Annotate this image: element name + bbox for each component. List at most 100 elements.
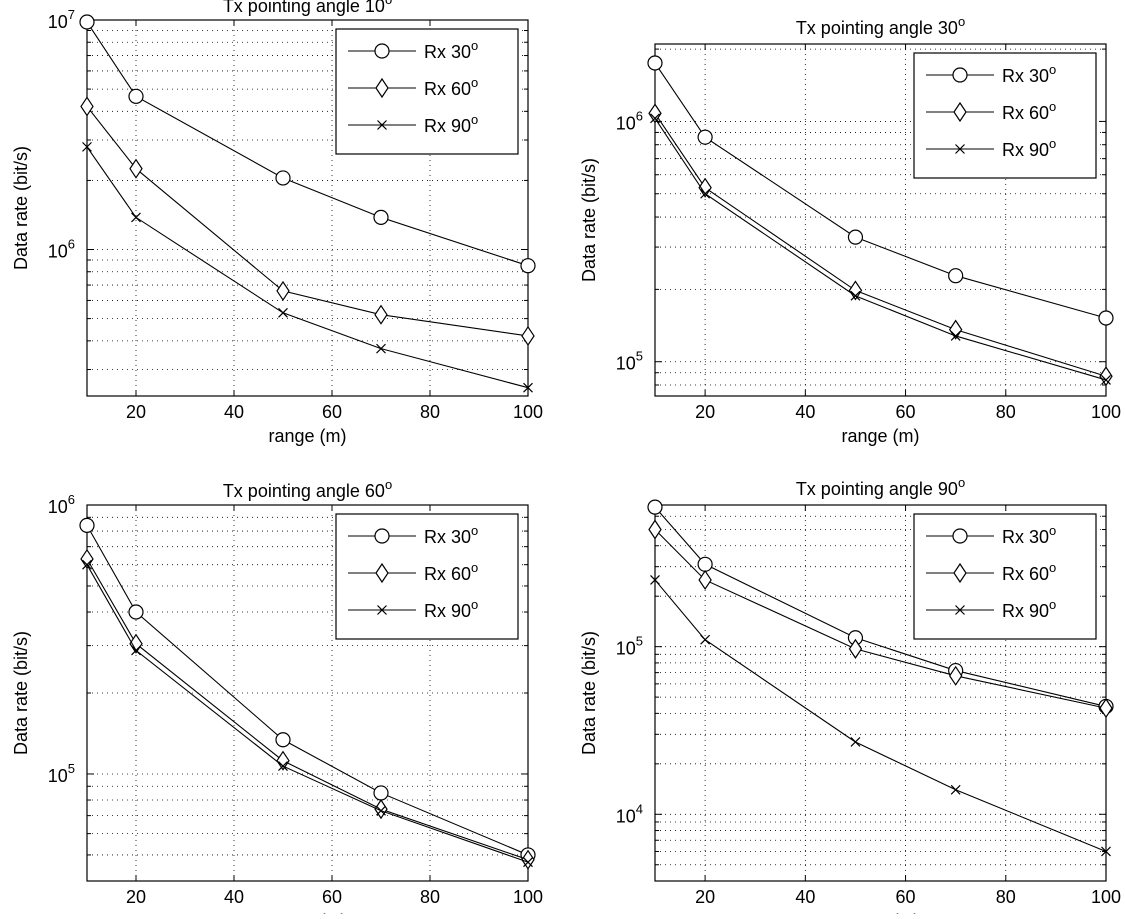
data-point <box>278 307 288 318</box>
x-tick-label: 20 <box>695 887 715 907</box>
data-point <box>650 113 660 124</box>
data-point <box>275 732 291 748</box>
legend-label: Rx 60o <box>424 560 478 584</box>
legend-label: Rx 60o <box>424 75 478 99</box>
data-point <box>79 517 95 533</box>
data-point <box>847 229 864 245</box>
series-circle <box>647 55 1114 326</box>
y-axis-label: Data rate (bit/s) <box>579 631 599 755</box>
legend-label: Rx 60o <box>1002 99 1056 123</box>
plot-frame <box>654 43 1107 397</box>
data-point <box>375 77 389 99</box>
data-point <box>373 785 389 801</box>
series-diamond <box>648 519 1113 719</box>
chart-1: 20 40 60 80 100 106 107 Tx pointing angle 10o ra… <box>11 0 543 446</box>
data-point <box>700 188 711 199</box>
chart-2: 20 40 60 80 100 105 106 Tx pointing angle 30o ra… <box>579 14 1121 446</box>
data-point <box>375 562 389 584</box>
data-point <box>700 634 711 645</box>
grid <box>87 505 529 881</box>
x-tick-label: 100 <box>513 402 543 422</box>
x-tick-label: 60 <box>322 402 342 422</box>
legend: Rx 30o Rx 60o Rx 90o <box>913 513 1097 640</box>
data-point <box>647 499 663 515</box>
legend-item: Rx 60o <box>926 99 1056 123</box>
plot-frame <box>654 504 1107 882</box>
data-point <box>128 88 144 104</box>
data-point <box>374 43 390 59</box>
data-point <box>953 562 967 584</box>
data-point <box>79 14 95 30</box>
data-point <box>82 141 92 152</box>
x-tick-label: 100 <box>1091 887 1121 907</box>
y-tick-label: 105 <box>616 349 643 374</box>
x-tick-label: 80 <box>996 887 1016 907</box>
data-point <box>953 101 967 123</box>
legend: Rx 30o Rx 60o Rx 90o <box>335 28 519 155</box>
data-point <box>80 548 94 570</box>
grid <box>87 20 529 396</box>
data-point <box>650 575 660 585</box>
x-tick-label: 20 <box>126 402 146 422</box>
series-x <box>82 141 533 393</box>
series-diamond <box>648 103 1113 387</box>
data-point <box>128 604 144 620</box>
x-tick-label: 100 <box>513 887 543 907</box>
chart-title: Tx pointing angle 10o <box>223 0 392 16</box>
y-tick-label: 105 <box>48 761 75 786</box>
x-axis-label: range (m) <box>268 426 346 446</box>
legend-label: Rx 30o <box>424 38 478 62</box>
legend-item: Rx 30o <box>348 523 478 547</box>
data-point <box>955 144 965 154</box>
legend-item: Rx 90o <box>926 597 1056 621</box>
x-tick-label: 80 <box>420 887 440 907</box>
plot-frame <box>86 504 529 882</box>
x-tick-label: 20 <box>695 402 715 422</box>
x-tick-label: 80 <box>420 402 440 422</box>
series-diamond <box>80 96 535 347</box>
data-point <box>648 103 662 124</box>
legend-item: Rx 90o <box>348 597 478 621</box>
data-point <box>647 55 663 71</box>
data-point <box>948 319 963 340</box>
data-point <box>848 638 863 659</box>
data-point <box>80 96 94 117</box>
data-point <box>952 67 968 83</box>
legend-label: Rx 90o <box>424 597 478 621</box>
ticks <box>655 505 1107 881</box>
legend-label: Rx 30o <box>1002 62 1056 86</box>
x-tick-label: 40 <box>795 887 815 907</box>
data-point <box>950 331 961 341</box>
data-point <box>131 645 141 656</box>
y-axis-label: Data rate (bit/s) <box>11 146 31 270</box>
y-tick-label: 106 <box>48 237 75 262</box>
legend-item: Rx 90o <box>926 136 1056 160</box>
data-point <box>952 528 968 544</box>
x-tick-label: 60 <box>896 402 916 422</box>
chart-title: Tx pointing angle 90o <box>796 475 965 499</box>
data-point <box>955 605 965 615</box>
data-point <box>950 784 961 795</box>
data-point <box>82 559 92 570</box>
legend-item: Rx 30o <box>926 523 1056 547</box>
data-point <box>948 268 964 284</box>
data-point <box>1099 366 1113 387</box>
data-point <box>373 209 389 226</box>
x-tick-label: 40 <box>795 402 815 422</box>
legend-label: Rx 90o <box>1002 136 1056 160</box>
legend: Rx 30o Rx 60o Rx 90o <box>335 513 519 640</box>
series-x <box>82 559 533 868</box>
legend-label: Rx 60o <box>1002 560 1056 584</box>
data-point <box>523 857 533 868</box>
y-tick-label: 107 <box>48 7 75 32</box>
data-point <box>850 737 861 747</box>
data-point <box>1099 698 1113 719</box>
legend-label: Rx 90o <box>424 112 478 136</box>
data-point <box>1101 846 1111 857</box>
legend-item: Rx 60o <box>348 75 478 99</box>
data-point <box>276 750 290 771</box>
data-point <box>521 849 535 870</box>
